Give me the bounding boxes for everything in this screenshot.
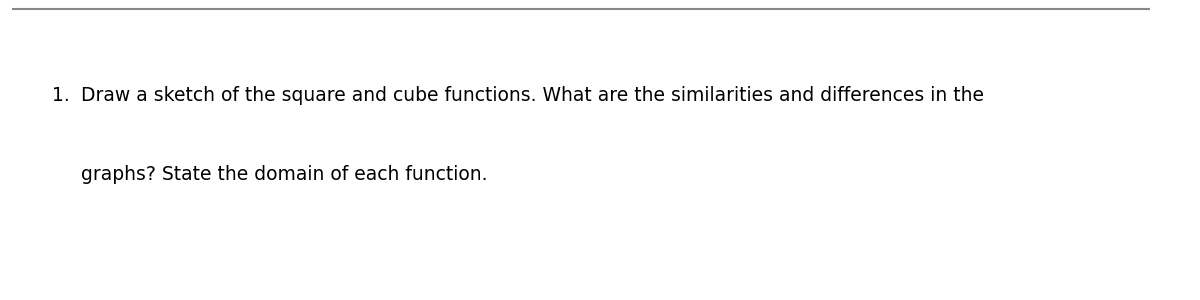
Text: 1.: 1. (53, 86, 70, 106)
Text: graphs? State the domain of each function.: graphs? State the domain of each functio… (82, 164, 488, 184)
Text: Draw a sketch of the square and cube functions. What are the similarities and di: Draw a sketch of the square and cube fun… (82, 86, 984, 106)
